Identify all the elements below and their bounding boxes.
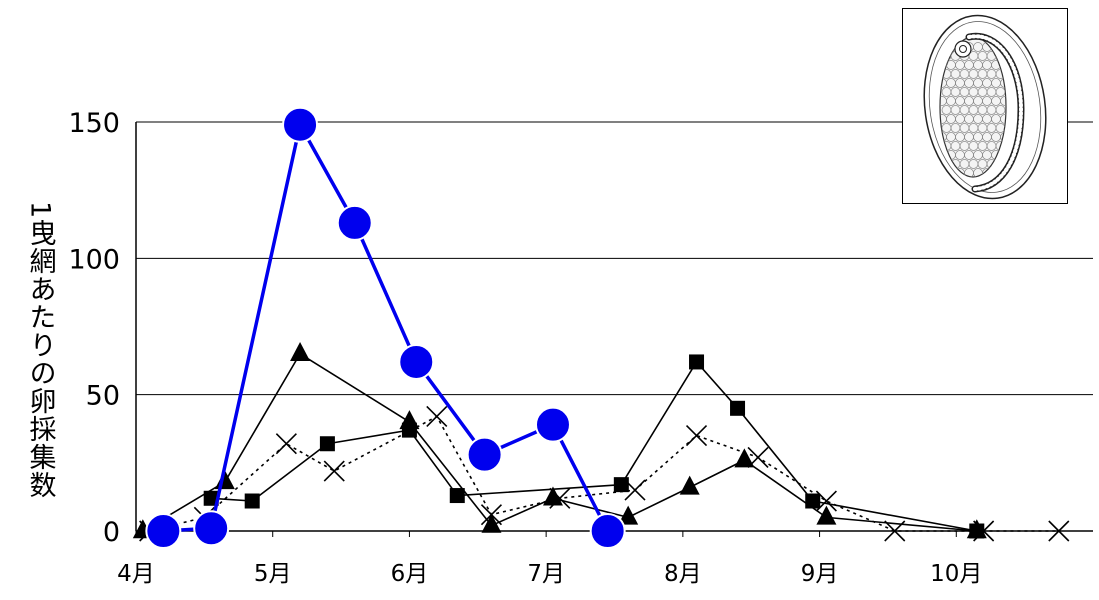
data-point-circle bbox=[399, 345, 433, 379]
data-point-triangle bbox=[399, 410, 419, 429]
y-axis-label-container: 1曳網あたりの卵採集数 bbox=[20, 150, 60, 550]
data-point-triangle bbox=[290, 342, 310, 361]
data-point-circle bbox=[338, 206, 372, 240]
data-point-x bbox=[276, 434, 296, 454]
data-point-x bbox=[324, 461, 344, 481]
data-point-square bbox=[805, 494, 820, 509]
x-tick-label: 6月 bbox=[391, 561, 429, 587]
data-point-square bbox=[245, 494, 260, 509]
series-circle bbox=[146, 108, 624, 548]
x-tick-label: 4月 bbox=[117, 561, 155, 587]
data-point-square bbox=[689, 354, 704, 369]
data-point-circle bbox=[146, 514, 180, 548]
y-tick-label: 150 bbox=[68, 108, 120, 139]
x-tick-label: 8月 bbox=[664, 561, 702, 587]
x-tick-label: 10月 bbox=[930, 561, 982, 587]
y-tick-label: 50 bbox=[86, 381, 120, 412]
yolk-cell bbox=[938, 169, 947, 178]
x-tick-label: 9月 bbox=[801, 561, 839, 587]
x-tick-label: 7月 bbox=[527, 561, 565, 587]
series-square bbox=[204, 354, 985, 538]
fish-egg-illustration-icon bbox=[902, 8, 1068, 204]
data-point-x bbox=[687, 426, 707, 446]
data-point-square bbox=[614, 477, 629, 492]
data-point-circle bbox=[194, 511, 228, 545]
data-point-square bbox=[450, 488, 465, 503]
data-point-circle bbox=[536, 408, 570, 442]
data-point-circle bbox=[591, 514, 625, 548]
yolk-cell bbox=[947, 43, 956, 52]
yolk-cell bbox=[942, 52, 951, 61]
data-point-circle bbox=[283, 108, 317, 142]
data-point-x bbox=[427, 406, 447, 426]
y-tick-label: 0 bbox=[103, 517, 120, 548]
data-point-square bbox=[730, 401, 745, 416]
series-line-circle bbox=[163, 125, 607, 531]
x-tick-label: 5月 bbox=[254, 561, 292, 587]
y-tick-label: 100 bbox=[68, 244, 120, 275]
yolk-cell bbox=[996, 160, 1005, 169]
data-point-circle bbox=[468, 438, 502, 472]
data-point-square bbox=[320, 436, 335, 451]
yolk-cell bbox=[1001, 151, 1010, 160]
data-point-triangle bbox=[680, 476, 700, 495]
y-axis-label: 1曳網あたりの卵採集数 bbox=[21, 201, 60, 499]
